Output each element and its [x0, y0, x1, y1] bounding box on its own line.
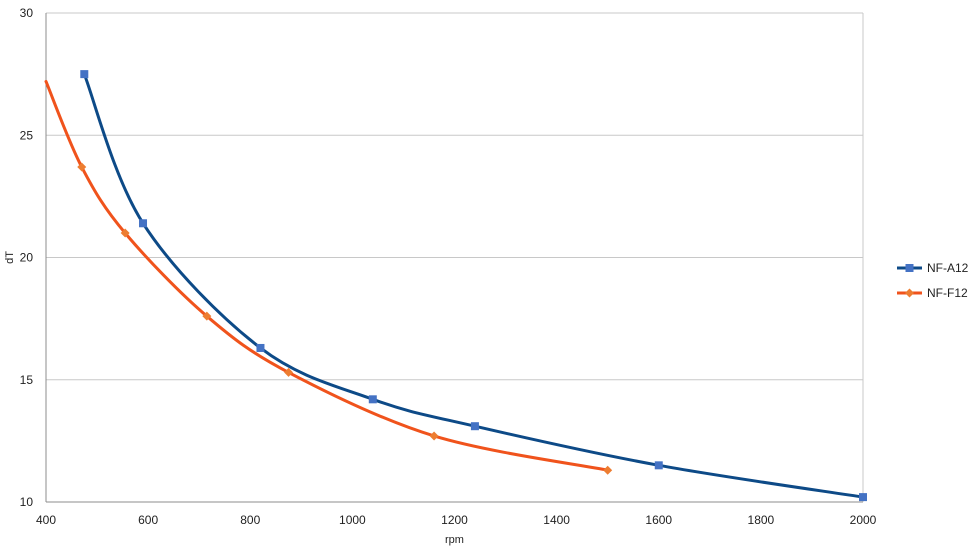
legend: NF-A12 NF-F12 — [897, 261, 969, 300]
series-markers — [77, 70, 867, 502]
x-tick-label: 400 — [36, 513, 56, 527]
data-point — [120, 228, 130, 238]
y-tick-label: 20 — [20, 251, 34, 265]
data-point — [80, 70, 89, 79]
series-lines — [44, 72, 865, 499]
data-point — [603, 465, 613, 475]
legend-label: NF-F12 — [927, 286, 968, 300]
y-tick-label: 10 — [20, 495, 34, 509]
legend-marker — [905, 264, 914, 272]
x-tick-label: 1600 — [645, 513, 672, 527]
y-tick-label: 30 — [20, 6, 34, 20]
axis-tick-labels: 10 15 20 25 30 400 600 800 1000 1200 1400 1600 1800 2… — [20, 6, 877, 527]
x-tick-label: 1000 — [339, 513, 366, 527]
x-tick-label: 2000 — [850, 513, 877, 527]
x-axis-title: rpm — [445, 534, 464, 546]
data-point — [470, 422, 479, 431]
legend-label: NF-A12 — [927, 261, 969, 275]
data-point — [202, 311, 212, 321]
data-point — [77, 162, 87, 172]
y-axis-title: dT — [4, 251, 16, 264]
y-tick-label: 25 — [20, 128, 34, 142]
x-tick-label: 1800 — [748, 513, 775, 527]
data-point — [429, 431, 439, 441]
data-point — [284, 367, 294, 377]
x-tick-label: 600 — [138, 513, 158, 527]
x-tick-label: 800 — [240, 513, 260, 527]
data-point — [368, 395, 377, 404]
series-line-nf-a12 — [82, 72, 865, 499]
gridlines — [45, 12, 864, 503]
legend-item: NF-F12 — [897, 286, 968, 300]
y-tick-label: 15 — [20, 373, 34, 387]
data-point — [139, 219, 148, 228]
x-tick-label: 1200 — [441, 513, 468, 527]
series-line-nf-f12 — [44, 79, 610, 472]
data-point — [256, 343, 265, 352]
legend-marker — [905, 288, 914, 298]
data-point — [859, 493, 867, 502]
data-point — [654, 461, 663, 470]
legend-item: NF-A12 — [897, 261, 969, 275]
x-tick-label: 1400 — [543, 513, 570, 527]
